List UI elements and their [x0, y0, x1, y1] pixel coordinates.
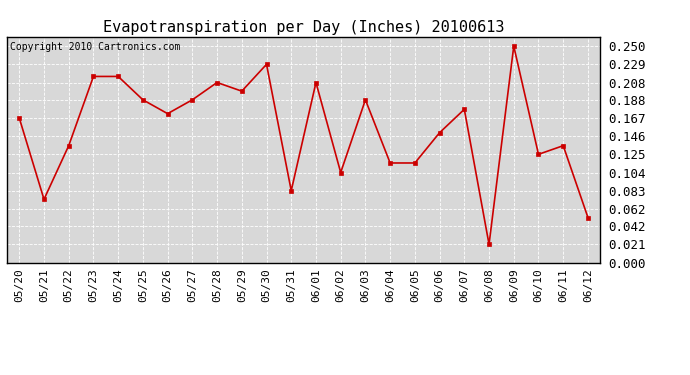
Text: Copyright 2010 Cartronics.com: Copyright 2010 Cartronics.com	[10, 42, 180, 52]
Title: Evapotranspiration per Day (Inches) 20100613: Evapotranspiration per Day (Inches) 2010…	[103, 20, 504, 35]
